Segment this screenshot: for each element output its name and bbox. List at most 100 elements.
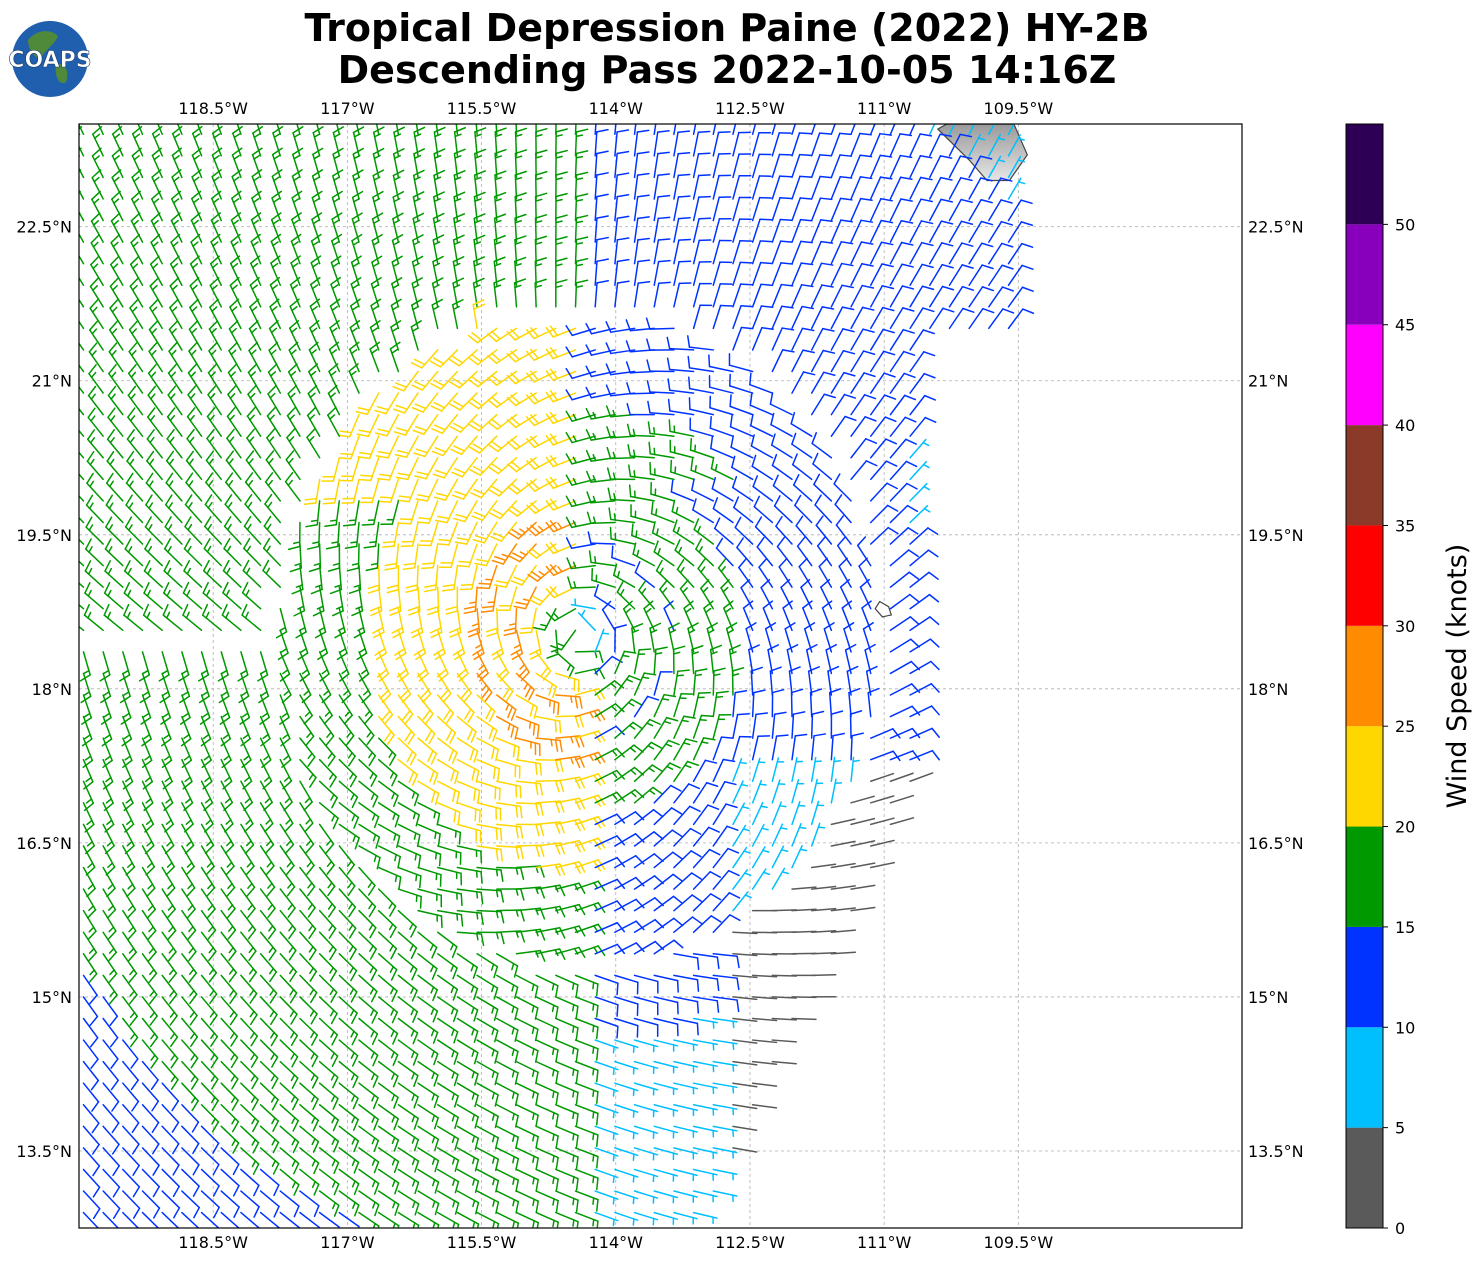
- barb-staff: [810, 327, 824, 351]
- barb-full-feather: [493, 277, 506, 284]
- wind-barb: [149, 255, 163, 286]
- barb-half-feather: [172, 219, 179, 226]
- barb-full-feather: [452, 234, 465, 241]
- barb-full-feather: [151, 125, 163, 135]
- barb-full-feather: [70, 300, 78, 309]
- barb-full-feather: [1002, 308, 1015, 314]
- barb-half-feather: [293, 154, 301, 160]
- wind-barb: [168, 320, 183, 351]
- barb-half-feather: [353, 154, 361, 160]
- barb-full-feather: [433, 169, 446, 177]
- barb-full-feather: [391, 255, 403, 263]
- barb-staff: [909, 198, 922, 222]
- wind-barb: [371, 255, 383, 286]
- wind-barb: [211, 147, 223, 179]
- wind-barb: [211, 190, 222, 222]
- wind-barb: [208, 320, 222, 351]
- barb-staff: [850, 219, 862, 243]
- barb-full-feather: [150, 233, 161, 244]
- barb-staff: [830, 219, 842, 243]
- barb-half-feather: [369, 541, 377, 544]
- wind-barb: [79, 234, 85, 265]
- wind-barb: [771, 327, 795, 351]
- barb-half-feather: [193, 133, 201, 139]
- wind-barb: [929, 176, 953, 200]
- barb-full-feather: [433, 191, 445, 198]
- barb-staff: [79, 124, 85, 136]
- wind-barb: [117, 124, 124, 136]
- wind-barb: [791, 305, 815, 330]
- barb-full-feather: [487, 332, 498, 343]
- barb-staff: [810, 175, 821, 200]
- wind-barb: [292, 147, 304, 179]
- barb-half-feather: [570, 695, 573, 704]
- wind-barb: [574, 257, 589, 286]
- barb-staff: [810, 262, 823, 286]
- barb-half-feather: [72, 351, 76, 356]
- barb-full-feather: [79, 277, 80, 279]
- barb-full-feather: [840, 241, 854, 245]
- wind-barb: [272, 126, 284, 157]
- wind-barb: [810, 306, 835, 330]
- wind-barb: [687, 335, 715, 351]
- barb-full-feather: [940, 198, 953, 203]
- wind-barb: [791, 262, 814, 286]
- barb-half-feather: [312, 241, 320, 247]
- wind-barb: [351, 233, 363, 265]
- wind-barb: [311, 212, 323, 243]
- barb-full-feather: [798, 153, 812, 157]
- barb-full-feather: [478, 582, 492, 585]
- barb-full-feather: [171, 147, 183, 157]
- barb-full-feather: [292, 126, 304, 134]
- barb-half-feather: [372, 241, 380, 246]
- barb-half-feather: [291, 305, 298, 312]
- barb-staff: [614, 124, 617, 136]
- wind-barb: [653, 151, 670, 179]
- barb-half-feather: [232, 219, 239, 225]
- barb-half-feather: [454, 176, 462, 181]
- wind-barb: [791, 218, 813, 243]
- barb-half-feather: [233, 176, 240, 182]
- barb-staff: [712, 670, 715, 696]
- barb-staff: [889, 328, 905, 351]
- barb-full-feather: [330, 255, 342, 264]
- barb-full-feather: [68, 408, 75, 417]
- wind-barb: [850, 306, 875, 330]
- barb-half-feather: [250, 327, 257, 334]
- barb-full-feather: [432, 234, 445, 241]
- barb-staff: [968, 264, 983, 286]
- barb-full-feather: [493, 234, 506, 241]
- barb-full-feather: [840, 262, 854, 267]
- barb-half-feather: [351, 305, 359, 311]
- wind-barb: [534, 214, 548, 243]
- barb-full-feather: [330, 276, 342, 286]
- barb-half-feather: [253, 133, 261, 139]
- wind-barb: [830, 124, 836, 136]
- barb-staff: [830, 154, 841, 179]
- barb-full-feather: [881, 263, 894, 268]
- wind-barb: [614, 215, 630, 243]
- wind-barb: [411, 298, 423, 330]
- barb-half-feather: [641, 676, 650, 680]
- barb-half-feather: [373, 154, 381, 160]
- wind-barb: [909, 285, 935, 308]
- barb-full-feather: [616, 150, 630, 155]
- wind-barb: [909, 329, 935, 351]
- barb-staff: [673, 217, 680, 243]
- barb-full-feather: [698, 195, 711, 198]
- wind-barb: [514, 213, 527, 243]
- barb-full-feather: [291, 169, 303, 177]
- barb-full-feather: [555, 192, 568, 198]
- barb-half-feather: [331, 327, 338, 333]
- barb-half-feather: [273, 133, 281, 139]
- barb-full-feather: [360, 474, 373, 477]
- wind-barb: [653, 216, 671, 243]
- barb-full-feather: [149, 277, 160, 287]
- barb-full-feather: [249, 298, 260, 308]
- barb-staff: [236, 124, 242, 136]
- barb-half-feather: [373, 197, 381, 203]
- barb-staff: [968, 198, 982, 222]
- barb-staff: [810, 132, 821, 157]
- barb-full-feather: [452, 355, 464, 364]
- barb-full-feather: [66, 561, 71, 571]
